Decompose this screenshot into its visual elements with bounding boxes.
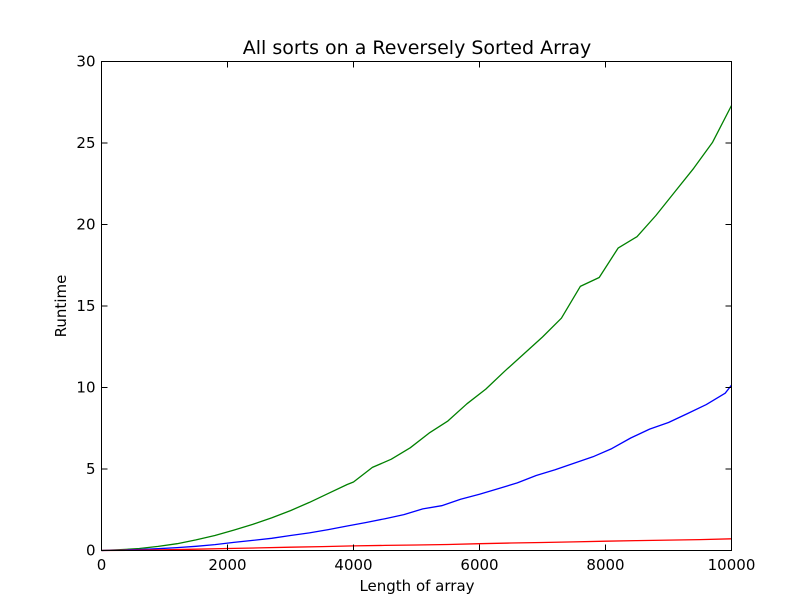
x-tick-label: 0 (97, 556, 107, 574)
y-axis-ticks: 0 5 10 15 20 25 30 (76, 53, 732, 560)
plot-lines (101, 105, 733, 552)
y-axis-label: Runtime (52, 275, 70, 338)
series-line-3 (101, 538, 732, 552)
x-tick-label: 2000 (208, 556, 246, 574)
y-tick-label: 5 (86, 460, 96, 478)
plot-frame (101, 61, 732, 551)
y-tick-label: 20 (76, 216, 95, 234)
y-tick-label: 25 (76, 134, 95, 152)
x-axis-ticks: 0 2000 4000 6000 8000 10000 (97, 61, 756, 574)
y-tick-label: 0 (86, 542, 96, 560)
chart-title: All sorts on a Reversely Sorted Array (243, 37, 592, 59)
series-line-1 (101, 105, 733, 552)
series-line-2 (101, 384, 733, 552)
y-tick-label: 30 (76, 53, 95, 71)
y-tick-label: 10 (76, 379, 95, 397)
x-axis-label: Length of array (359, 577, 474, 595)
x-tick-label: 8000 (586, 556, 624, 574)
x-tick-label: 4000 (334, 556, 372, 574)
y-tick-label: 15 (76, 297, 95, 315)
x-tick-label: 10000 (708, 556, 756, 574)
x-tick-label: 6000 (460, 556, 498, 574)
